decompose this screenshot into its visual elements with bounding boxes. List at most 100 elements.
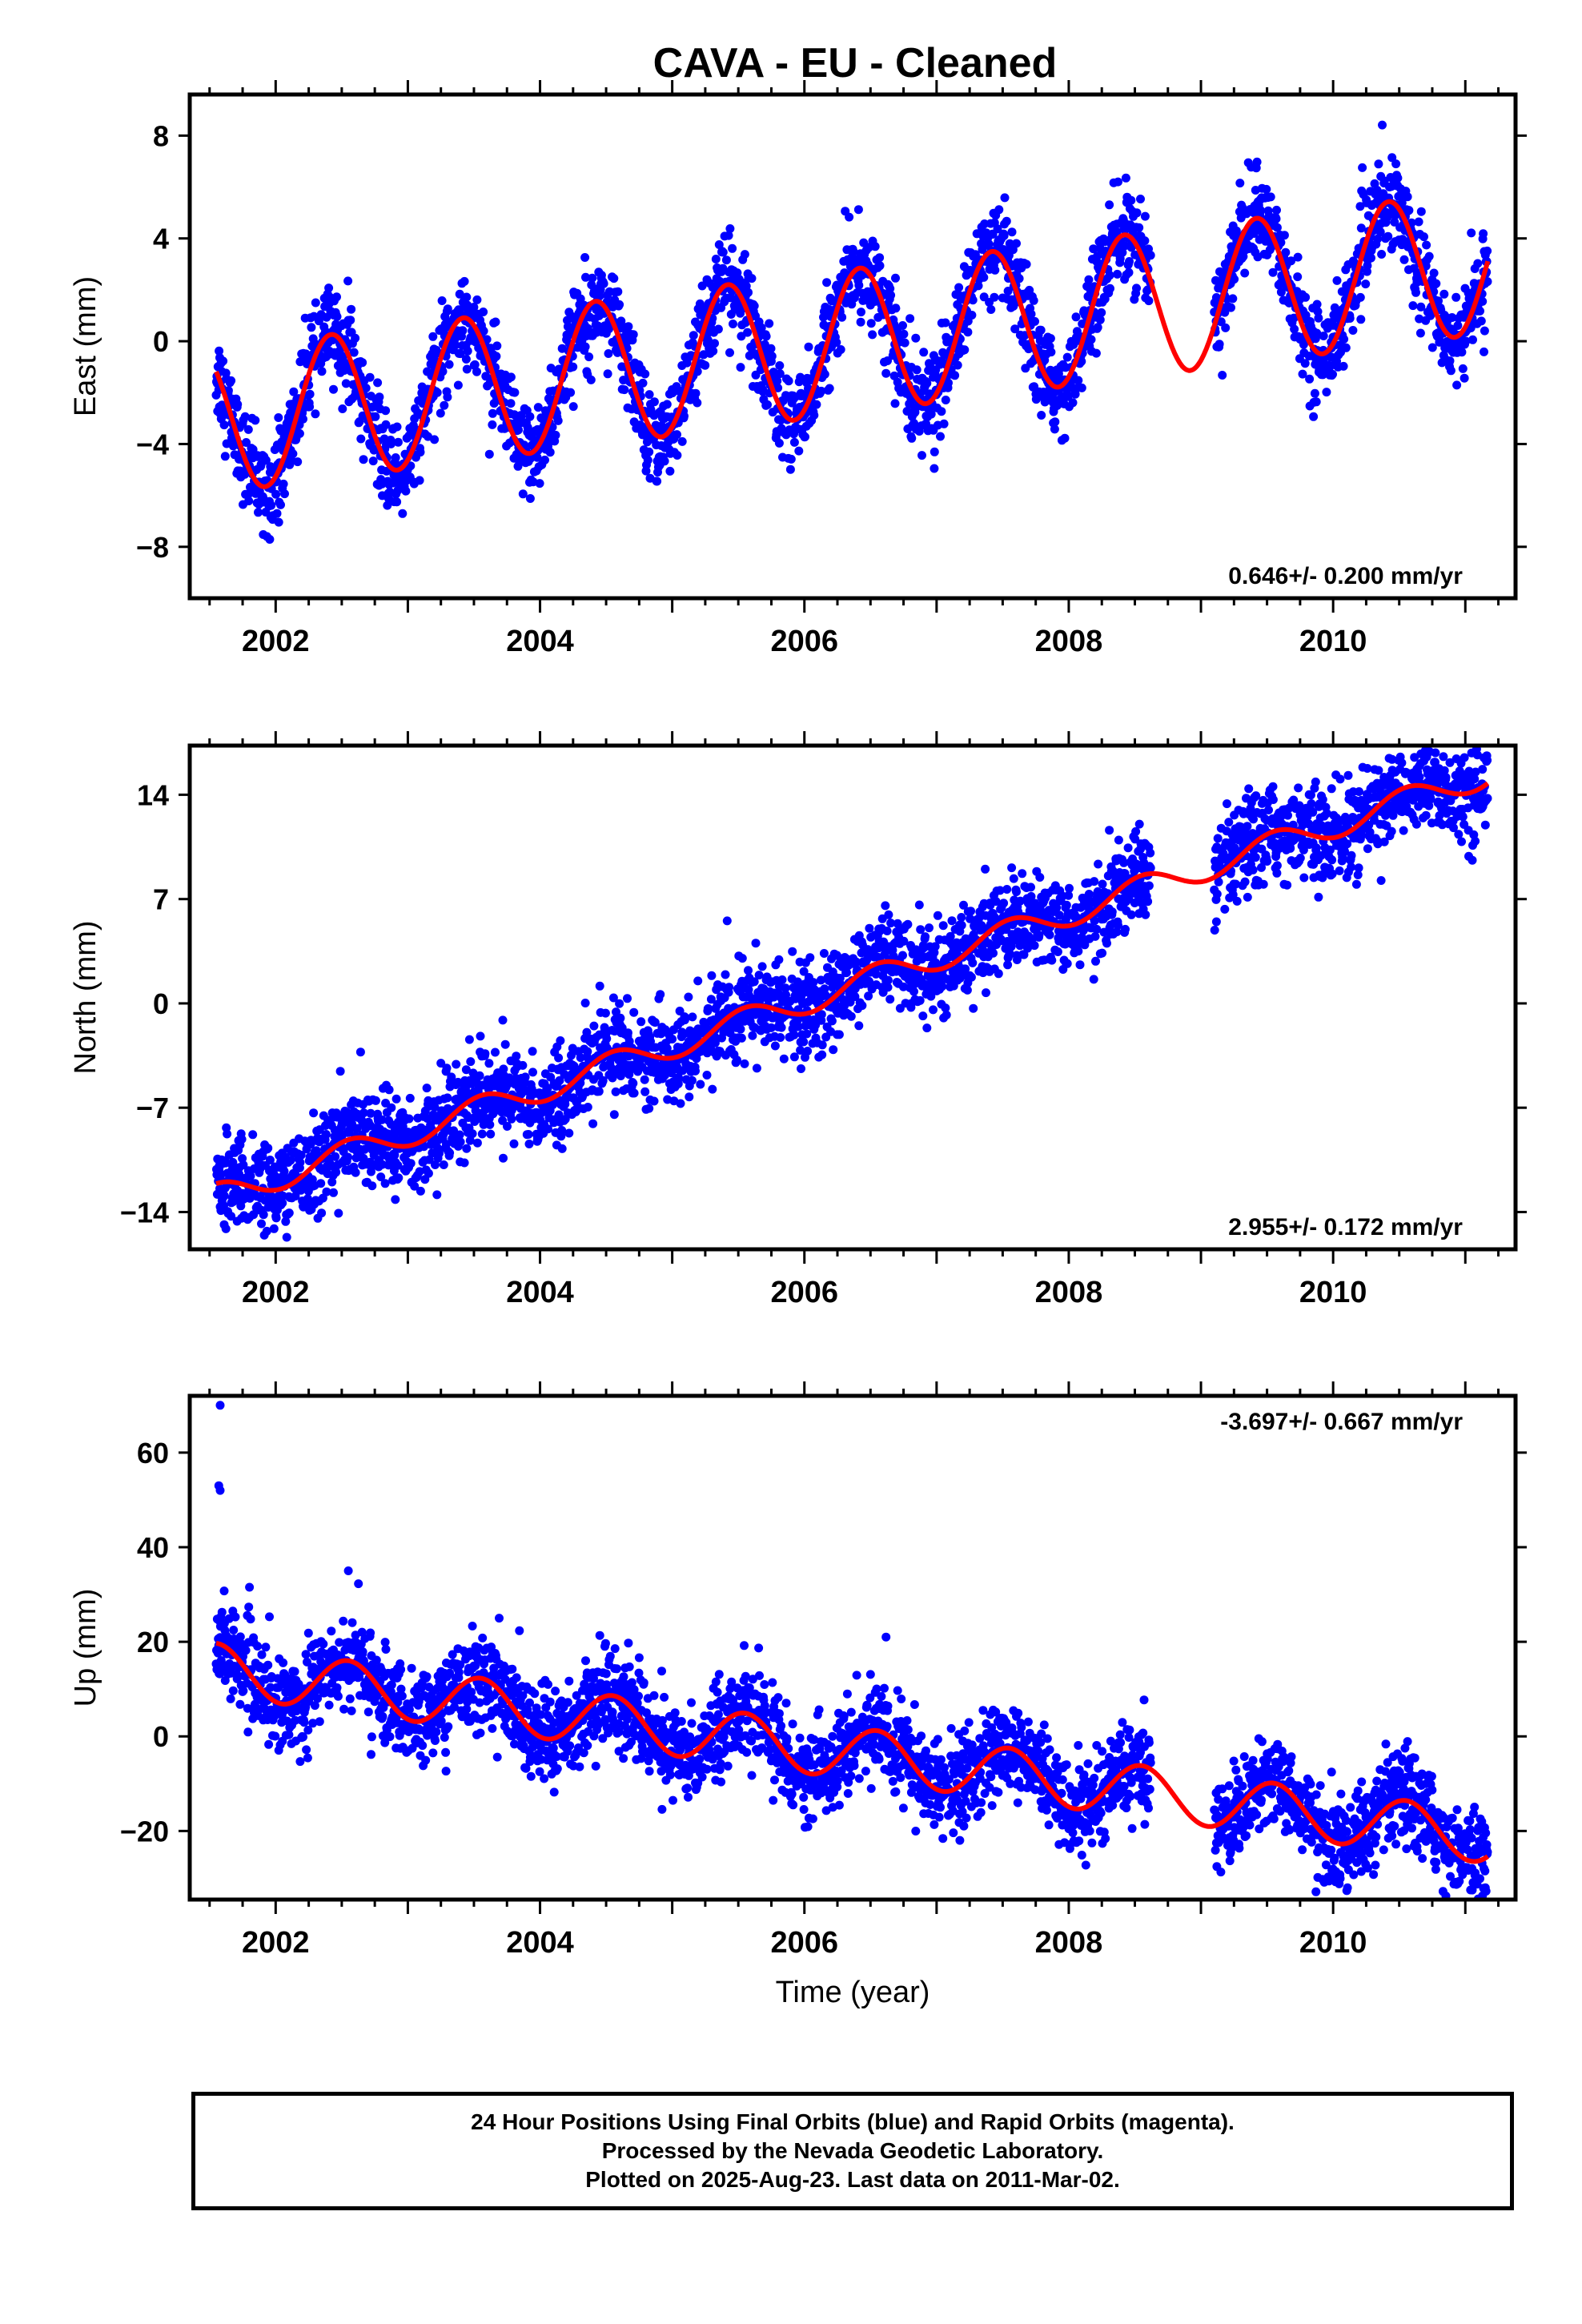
- data-point: [1040, 397, 1050, 407]
- data-point: [1478, 296, 1488, 306]
- data-point: [709, 346, 718, 356]
- data-point: [437, 296, 447, 305]
- plot-frame-east: [187, 92, 1518, 601]
- data-point: [460, 276, 469, 286]
- data-point: [914, 900, 924, 910]
- data-point: [1339, 335, 1349, 344]
- data-point: [359, 1108, 368, 1118]
- data-point: [381, 420, 391, 429]
- data-point: [629, 1088, 639, 1098]
- data-point: [668, 1035, 677, 1043]
- data-point: [445, 1148, 455, 1158]
- data-point: [1476, 306, 1484, 316]
- data-point: [1309, 412, 1319, 421]
- data-point: [281, 1216, 291, 1226]
- data-point: [599, 279, 608, 288]
- data-point: [850, 992, 860, 1001]
- data-point: [684, 992, 693, 1002]
- data-point: [424, 1168, 433, 1178]
- data-point: [239, 1160, 248, 1170]
- data-point: [832, 338, 841, 348]
- model-curve-east: [214, 199, 1491, 489]
- data-point: [296, 1150, 306, 1160]
- data-point: [681, 1013, 690, 1023]
- data-point: [941, 318, 950, 328]
- data-point: [699, 350, 709, 360]
- data-point: [219, 356, 228, 366]
- data-point: [775, 361, 785, 370]
- data-point: [334, 1208, 343, 1218]
- data-point: [1434, 296, 1443, 306]
- data-point: [1084, 275, 1094, 284]
- data-point: [271, 1213, 281, 1223]
- data-point: [761, 332, 771, 341]
- data-point: [341, 379, 351, 388]
- data-point: [580, 999, 590, 1007]
- data-point: [431, 1160, 440, 1169]
- data-point: [1452, 292, 1461, 302]
- data-point: [436, 408, 445, 418]
- data-point: [613, 287, 623, 296]
- data-point: [881, 368, 891, 378]
- data-point: [777, 1023, 786, 1032]
- data-point: [1305, 374, 1315, 384]
- data-point: [781, 983, 790, 993]
- data-point: [288, 449, 298, 459]
- data-point: [1007, 227, 1017, 237]
- data-point: [941, 396, 950, 404]
- data-point: [925, 923, 934, 933]
- data-point: [916, 925, 926, 935]
- data-point: [1439, 289, 1449, 299]
- data-point: [1358, 163, 1367, 172]
- data-point: [1445, 356, 1455, 366]
- data-point: [640, 369, 650, 379]
- data-point: [623, 994, 632, 1003]
- data-point: [420, 1142, 428, 1152]
- data-point: [930, 464, 939, 473]
- data-point: [942, 1010, 951, 1019]
- data-point: [284, 1208, 294, 1218]
- data-point: [693, 367, 702, 376]
- data-point: [875, 261, 885, 271]
- data-point: [922, 379, 932, 388]
- data-point: [1480, 326, 1489, 336]
- x-tick-label: 2010: [1299, 625, 1367, 658]
- data-point: [649, 1096, 659, 1106]
- data-point: [566, 388, 576, 397]
- data-point: [688, 1012, 697, 1022]
- data-point: [938, 921, 948, 931]
- data-point: [1408, 301, 1418, 311]
- data-point: [365, 372, 375, 382]
- x-tick-label: 2008: [1035, 625, 1103, 658]
- data-point: [640, 1075, 649, 1084]
- data-point: [554, 1053, 564, 1063]
- data-point: [886, 919, 896, 928]
- data-point: [789, 1030, 799, 1039]
- data-point: [518, 1060, 528, 1070]
- data-point: [286, 1156, 295, 1165]
- data-point: [1030, 316, 1039, 326]
- y-tick-label: −4: [136, 428, 169, 460]
- data-point: [589, 1021, 599, 1031]
- data-point: [793, 1022, 803, 1031]
- y-tick-label: 8: [153, 119, 169, 152]
- data-point: [991, 897, 1001, 907]
- data-point: [458, 326, 468, 336]
- data-point: [853, 205, 863, 215]
- data-point: [1256, 206, 1266, 215]
- data-point: [685, 1092, 694, 1102]
- data-point: [921, 932, 930, 942]
- data-point: [1461, 336, 1471, 346]
- data-point: [215, 346, 224, 356]
- data-point: [582, 1027, 592, 1037]
- data-point: [898, 982, 908, 991]
- data-point: [638, 378, 648, 388]
- data-point: [1435, 337, 1444, 347]
- data-point: [432, 1190, 442, 1200]
- data-point: [491, 1047, 500, 1057]
- data-point: [331, 1168, 341, 1177]
- data-point: [235, 1169, 243, 1179]
- data-point: [464, 1035, 474, 1044]
- data-point: [805, 953, 815, 963]
- data-point: [329, 384, 338, 394]
